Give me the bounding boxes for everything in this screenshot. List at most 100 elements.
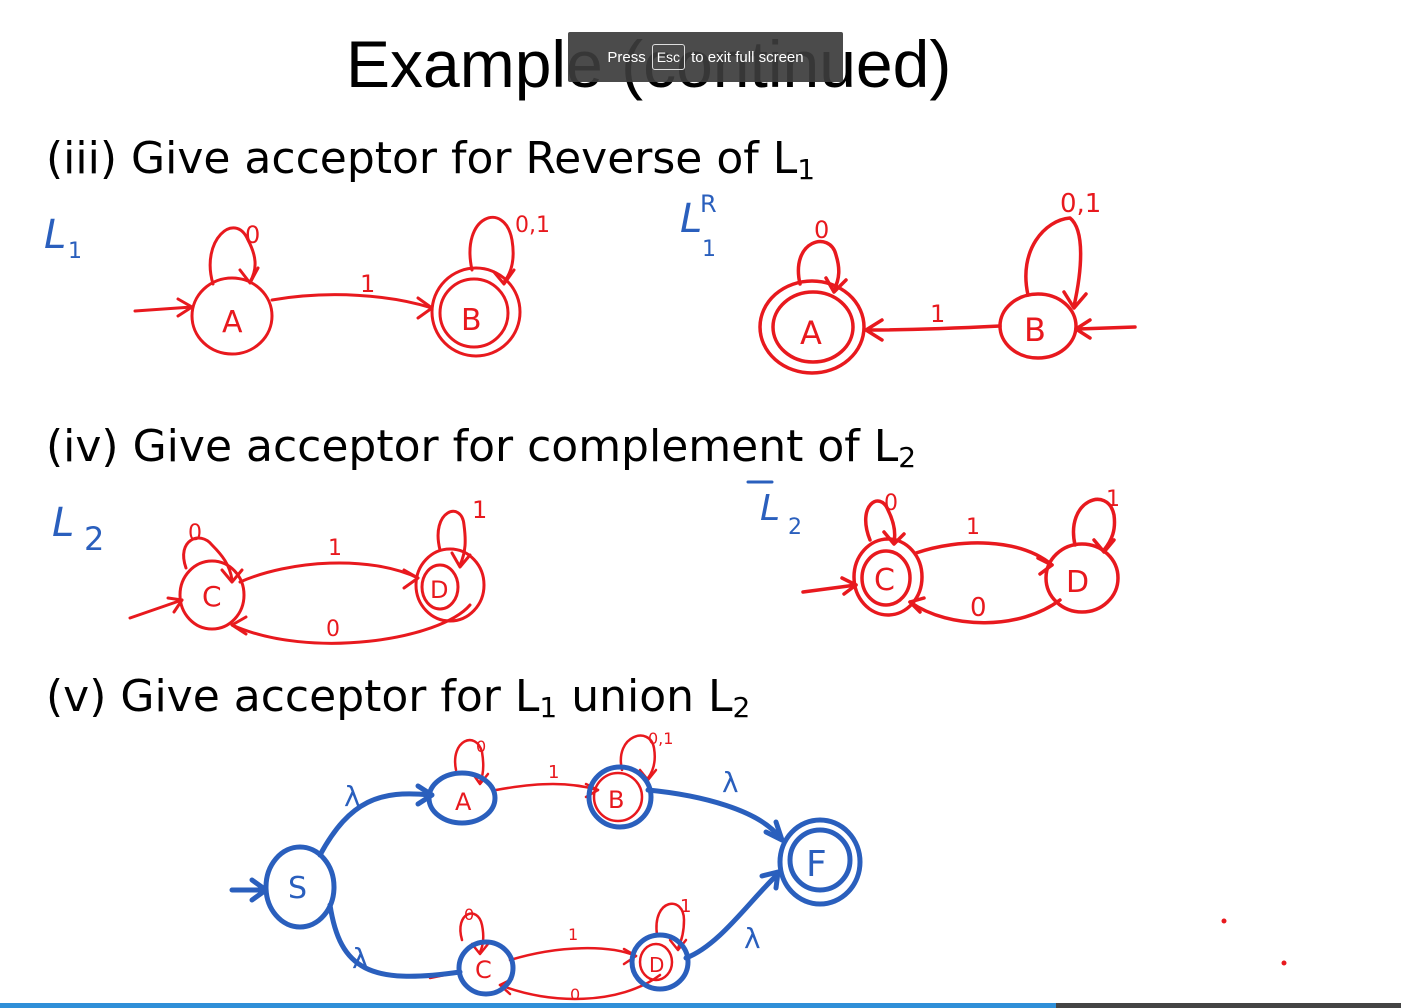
l1-state-b-inner xyxy=(438,277,510,349)
l2-loop-d-label: 1 xyxy=(472,496,487,524)
l1r-superscript: R xyxy=(700,190,717,218)
l2c-d-label: D xyxy=(1066,565,1089,600)
l1r-loop-b xyxy=(1024,216,1083,308)
l1-start-arrow xyxy=(133,305,194,313)
l1r-edge-b-a xyxy=(866,324,1002,332)
l2-diagram: L 2 C D 0 1 0 1 xyxy=(52,496,487,645)
stray-dot-1 xyxy=(1221,918,1227,924)
l2-edge-cd-label: 1 xyxy=(328,536,342,561)
l1-diagram: L 1 A B 0 1 0,1 xyxy=(44,212,550,358)
l2c-edge-c-d xyxy=(914,541,1054,567)
l2c-loop-c-label: 0 xyxy=(884,491,898,516)
union-state-c xyxy=(456,939,516,997)
progress-remaining xyxy=(1056,1003,1401,1008)
question-iii: (iii) Give acceptor for Reverse of L1 xyxy=(46,133,816,186)
union-edge-s-a xyxy=(317,791,433,858)
l1-edge-label: 1 xyxy=(360,270,375,298)
l2c-subscript: 2 xyxy=(788,515,802,540)
l2-d-label: D xyxy=(430,576,448,604)
l1r-b-label: B xyxy=(1024,311,1046,349)
union-a-label: A xyxy=(455,788,472,816)
stray-dot-2 xyxy=(1281,960,1287,966)
question-iv: (iv) Give acceptor for complement of L2 xyxy=(46,421,917,474)
l2-edge-dc-label: 0 xyxy=(326,617,340,642)
l1-loop-b xyxy=(468,215,515,284)
union-lambda-sa: λ xyxy=(344,780,361,813)
l1-edge-a-b xyxy=(270,293,434,310)
l1r-loop-b-label: 0,1 xyxy=(1060,189,1101,219)
l2c-loop-d-label: 1 xyxy=(1106,487,1120,512)
union-edge-c-d xyxy=(508,947,638,962)
union-edge-dc-label: 0 xyxy=(570,985,580,1004)
l2-state-d-inner xyxy=(420,563,460,611)
l2-edge-d-c xyxy=(230,603,472,645)
union-loop-a-label: 0 xyxy=(476,737,486,756)
l1-loop-a-label: 0 xyxy=(245,221,260,249)
l2-loop-d xyxy=(436,509,467,567)
l1r-label: L xyxy=(680,196,702,242)
l2c-c-label: C xyxy=(874,563,895,598)
toast-suffix-text: to exit full screen xyxy=(691,48,804,66)
l2-c-label: C xyxy=(202,580,222,613)
union-c-label: C xyxy=(475,956,492,984)
l2c-diagram: L 2 C D 0 1 0 1 xyxy=(746,480,1120,625)
l1-a-label: A xyxy=(222,305,243,340)
l1r-state-b xyxy=(998,292,1078,360)
l1-b-label: B xyxy=(461,303,482,338)
l2-state-d-outer xyxy=(414,547,486,623)
l1r-loop-a xyxy=(796,239,841,292)
l2-state-c xyxy=(178,559,246,631)
union-edge-a-b xyxy=(494,782,600,792)
union-s-label: S xyxy=(288,871,307,906)
l1r-diagram: L R 1 A B 0 1 0,1 xyxy=(680,189,1137,375)
union-d-label: D xyxy=(649,953,664,977)
union-f-label: F xyxy=(806,844,827,885)
l2c-edge-cd-label: 1 xyxy=(966,515,980,540)
l2c-loop-c xyxy=(863,499,897,544)
l1r-state-a-outer xyxy=(758,279,866,375)
l2c-state-c-inner xyxy=(860,549,912,607)
union-state-b-inner xyxy=(592,771,644,823)
union-lambda-bf: λ xyxy=(722,766,739,799)
union-state-f-inner xyxy=(787,827,853,893)
l1r-start-arrow xyxy=(1076,325,1137,331)
l2c-state-d xyxy=(1044,542,1120,614)
question-v: (v) Give acceptor for L1 union L2 xyxy=(46,671,751,724)
union-loop-b-label: 0,1 xyxy=(648,729,673,748)
l2c-label: L xyxy=(760,488,780,529)
union-loop-d xyxy=(655,902,686,950)
l1-state-b-outer xyxy=(430,266,522,358)
l2c-loop-d xyxy=(1071,497,1117,552)
union-state-a xyxy=(426,770,498,826)
l2c-edge-dc-label: 0 xyxy=(970,593,987,623)
union-state-b xyxy=(586,764,654,830)
presentation-progress-bar xyxy=(0,1003,1401,1008)
l1-label: L xyxy=(44,212,66,258)
l1-loop-b-label: 0,1 xyxy=(515,213,550,238)
esc-key-hint[interactable]: Esc xyxy=(651,44,686,70)
union-state-f-outer xyxy=(777,817,863,907)
union-edge-ab-label: 1 xyxy=(548,762,559,783)
l2-loop-c xyxy=(182,536,234,582)
l1r-state-a-inner xyxy=(771,290,855,364)
union-state-d-inner xyxy=(638,942,674,982)
l2c-start-arrow xyxy=(801,583,858,594)
l1r-edge-label: 1 xyxy=(930,300,945,328)
l1r-a-label: A xyxy=(800,314,822,352)
l2-label: L xyxy=(52,500,74,546)
l2c-edge-d-c xyxy=(908,598,1062,625)
l1r-subscript: 1 xyxy=(702,237,716,262)
fullscreen-toast: Press Esc to exit full screen xyxy=(568,32,843,82)
l2-loop-c-label: 0 xyxy=(188,521,202,546)
l2-subscript: 2 xyxy=(84,520,104,558)
union-diagram: A B C D S F 0 1 0,1 0 1 0 1 λ λ λ λ xyxy=(229,729,1287,1004)
union-lambda-df: λ xyxy=(744,922,761,955)
union-edge-s-c xyxy=(327,902,463,979)
union-b-label: B xyxy=(608,786,624,814)
union-lambda-sc: λ xyxy=(352,942,369,975)
union-loop-b xyxy=(619,734,656,780)
l2-start-arrow xyxy=(128,598,184,620)
union-edge-d-f xyxy=(683,871,781,961)
union-loop-d-label: 1 xyxy=(680,896,691,917)
